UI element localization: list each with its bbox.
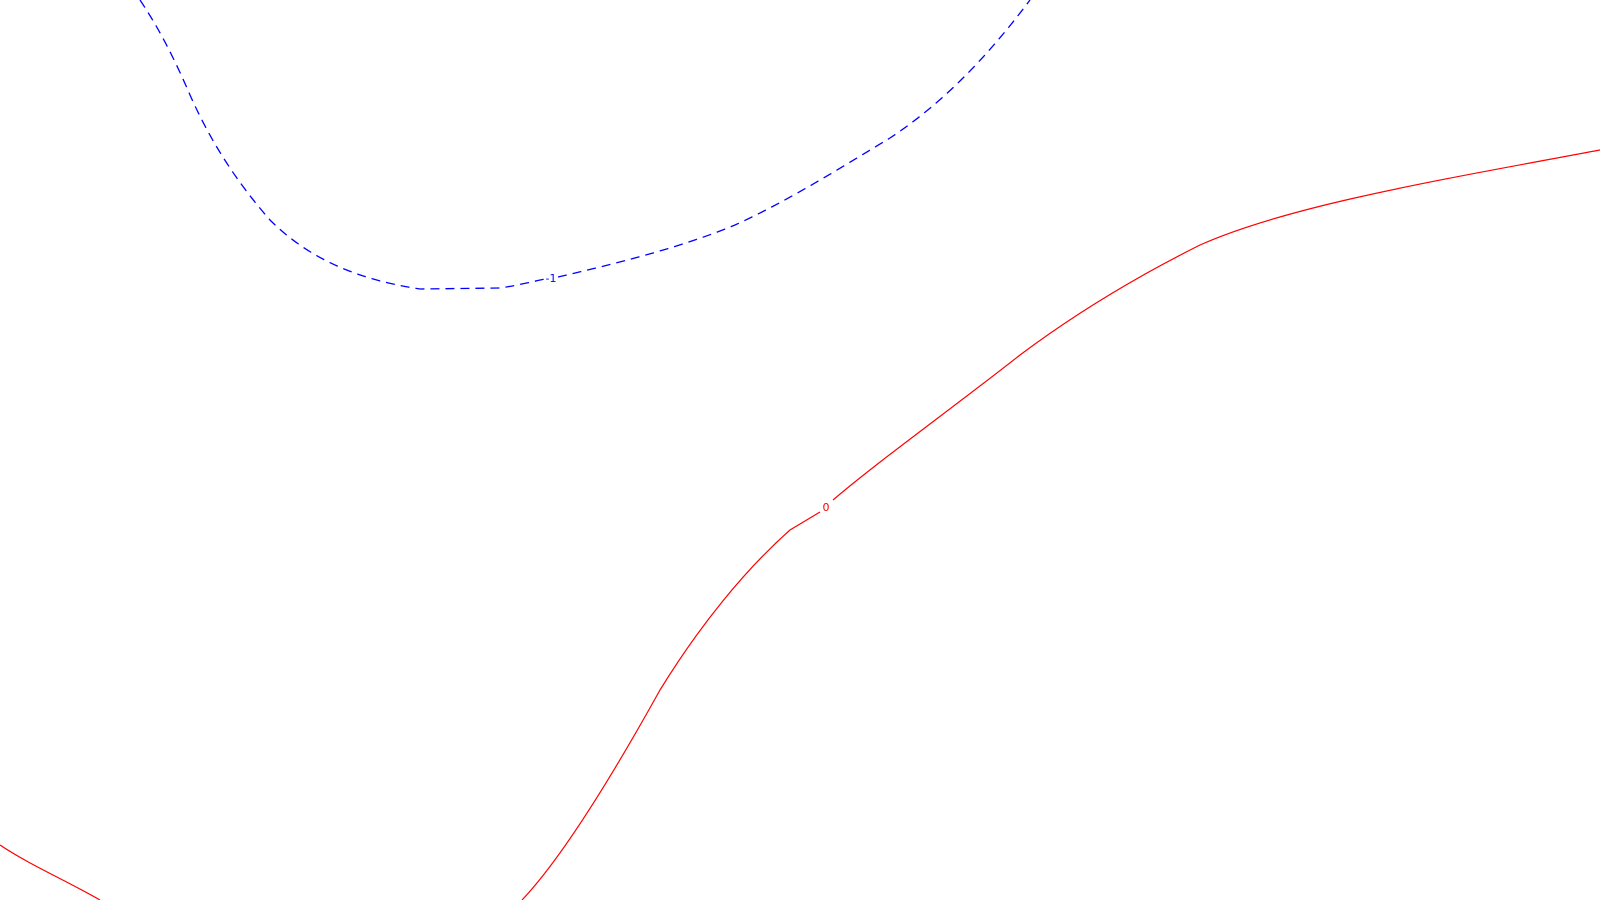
contour-line-zero [521,149,1600,900]
contour-label-zero: 0 [823,501,830,514]
contour-label-minus-1: -1 [546,272,557,285]
contour-line-zero-secondary [0,844,101,900]
contour-line-minus-1 [139,0,1031,290]
